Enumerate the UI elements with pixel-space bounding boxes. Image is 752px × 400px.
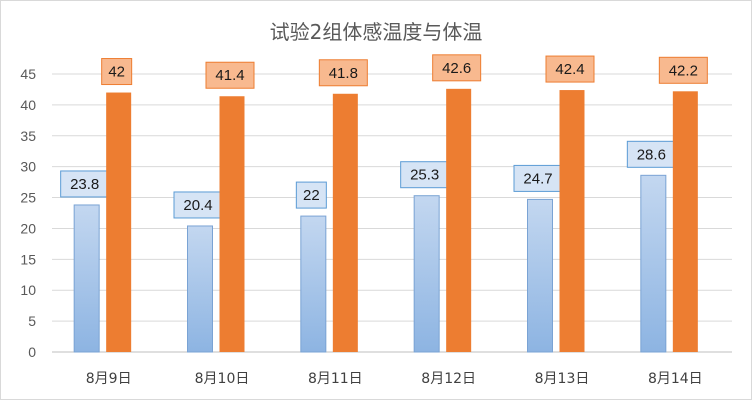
data-label-box <box>205 61 255 89</box>
y-tick-label: 15 <box>20 251 36 267</box>
y-tick-label: 40 <box>20 97 36 113</box>
bar-series-1 <box>187 225 213 353</box>
data-label-box <box>101 58 133 86</box>
bar-series-2 <box>106 92 132 353</box>
x-tick-label: 8月12日 <box>421 371 476 387</box>
data-label: 42.4 <box>555 61 584 78</box>
y-tick-label: 10 <box>20 282 36 298</box>
bar-series-2 <box>219 96 245 353</box>
data-label-box <box>173 191 223 219</box>
chart-title: 试验2组体感温度与体温 <box>269 20 483 44</box>
data-label: 20.4 <box>183 197 212 214</box>
data-label-box <box>295 181 327 209</box>
x-tick-label: 8月10日 <box>195 371 250 387</box>
data-label: 23.8 <box>70 176 99 193</box>
data-label: 42 <box>108 64 125 81</box>
x-tick-label: 8月13日 <box>535 371 590 387</box>
data-label: 25.3 <box>410 167 439 184</box>
bar-series-1 <box>300 215 327 353</box>
bar-series-1 <box>527 198 553 353</box>
data-label: 41.8 <box>329 65 358 82</box>
bar-series-2 <box>446 88 472 353</box>
data-label-box <box>318 59 368 87</box>
bar-series-2 <box>332 93 358 352</box>
data-label: 28.6 <box>637 146 666 163</box>
y-tick-label: 20 <box>20 220 36 236</box>
y-tick-label: 5 <box>28 313 36 329</box>
data-label-box <box>60 170 110 198</box>
y-tick-label: 35 <box>20 128 36 144</box>
data-label: 24.7 <box>523 170 552 187</box>
data-label: 41.4 <box>215 67 244 84</box>
data-label: 22 <box>303 187 320 204</box>
x-tick-label: 8月14日 <box>648 371 703 387</box>
data-label-box <box>513 164 563 192</box>
y-tick-label: 30 <box>20 159 36 175</box>
x-tick-label: 8月9日 <box>86 371 132 387</box>
bar-series-2 <box>672 91 698 352</box>
bar-series-1 <box>73 204 100 353</box>
y-tick-label: 25 <box>20 190 36 206</box>
x-tick-label: 8月11日 <box>308 371 363 387</box>
data-label: 42.2 <box>669 62 698 79</box>
bar-series-2 <box>559 90 585 352</box>
bar-series-1 <box>413 195 440 353</box>
data-label-box <box>545 55 595 83</box>
data-label-box <box>432 54 482 82</box>
data-label-box <box>658 56 708 84</box>
data-label: 42.6 <box>442 60 471 77</box>
y-tick-label: 45 <box>20 66 36 82</box>
bar-series-1 <box>640 174 667 353</box>
y-tick-label: 0 <box>28 344 36 360</box>
